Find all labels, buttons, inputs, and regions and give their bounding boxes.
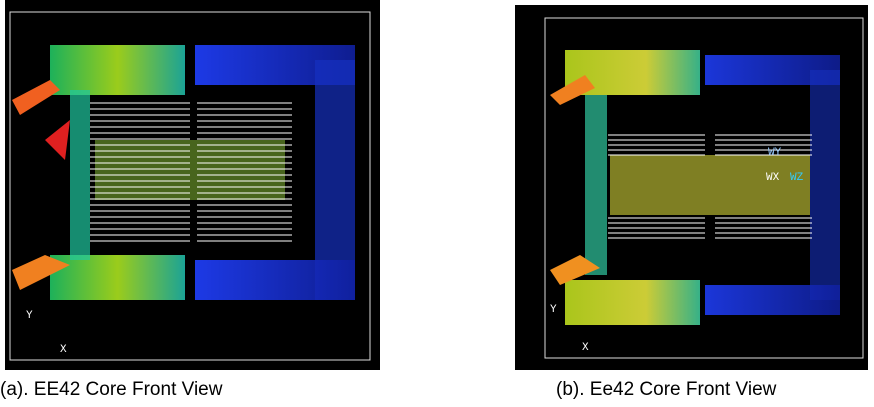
legend-label: WZ bbox=[790, 172, 804, 184]
axis-label: Y bbox=[550, 304, 557, 316]
panel-b: Y X WY WX WZ bbox=[515, 5, 868, 370]
legend-label: WX bbox=[766, 172, 780, 184]
caption: (a). EE42 Core Front View bbox=[0, 379, 223, 400]
caption: (b). Ee42 Core Front View bbox=[556, 379, 777, 400]
figure: Y X Y X WY WX WZ (a). EE42 Core Front Vi… bbox=[0, 0, 874, 407]
axis-label: X bbox=[582, 342, 589, 354]
axis-label: Y bbox=[26, 310, 33, 322]
legend-label: WY bbox=[768, 147, 782, 159]
page: Y X Y X WY WX WZ (a). EE42 Core Front Vi… bbox=[0, 0, 874, 407]
panel-a: Y X bbox=[5, 0, 380, 370]
axis-label: X bbox=[60, 344, 67, 356]
